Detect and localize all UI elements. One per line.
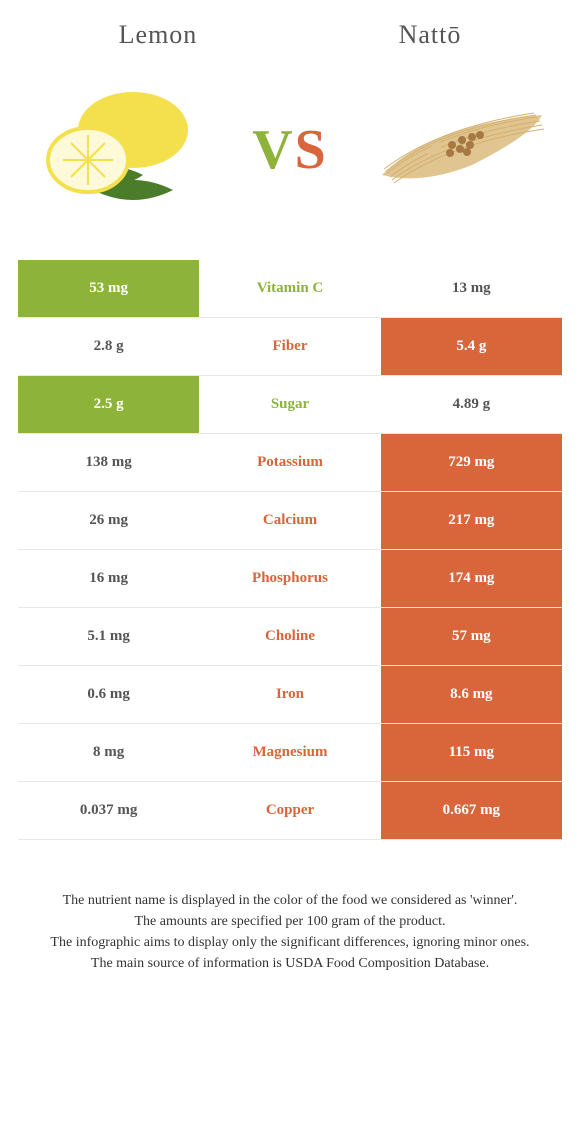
- cell-right-value: 57 mg: [381, 608, 562, 665]
- table-row: 2.5 gSugar4.89 g: [18, 376, 562, 434]
- food-right-title: Nattō: [399, 20, 462, 50]
- table-row: 8 mgMagnesium115 mg: [18, 724, 562, 782]
- cell-left-value: 26 mg: [18, 492, 199, 549]
- table-row: 138 mgPotassium729 mg: [18, 434, 562, 492]
- cell-left-value: 16 mg: [18, 550, 199, 607]
- cell-nutrient-name: Iron: [199, 666, 380, 723]
- cell-nutrient-name: Phosphorus: [199, 550, 380, 607]
- cell-right-value: 5.4 g: [381, 318, 562, 375]
- table-row: 5.1 mgCholine57 mg: [18, 608, 562, 666]
- cell-left-value: 138 mg: [18, 434, 199, 491]
- cell-left-value: 8 mg: [18, 724, 199, 781]
- nutrient-table: 53 mgVitamin C13 mg2.8 gFiber5.4 g2.5 gS…: [18, 260, 562, 840]
- vs-label: VS: [252, 118, 328, 182]
- food-left-title: Lemon: [119, 20, 198, 50]
- table-row: 26 mgCalcium217 mg: [18, 492, 562, 550]
- cell-nutrient-name: Vitamin C: [199, 260, 380, 317]
- footer-line: The main source of information is USDA F…: [28, 953, 552, 974]
- table-row: 2.8 gFiber5.4 g: [18, 318, 562, 376]
- cell-left-value: 53 mg: [18, 260, 199, 317]
- cell-nutrient-name: Fiber: [199, 318, 380, 375]
- cell-right-value: 115 mg: [381, 724, 562, 781]
- cell-right-value: 174 mg: [381, 550, 562, 607]
- header-row: Lemon Nattō: [18, 20, 562, 50]
- cell-nutrient-name: Calcium: [199, 492, 380, 549]
- natto-image: [372, 80, 552, 220]
- cell-right-value: 729 mg: [381, 434, 562, 491]
- cell-right-value: 8.6 mg: [381, 666, 562, 723]
- cell-nutrient-name: Choline: [199, 608, 380, 665]
- table-row: 0.037 mgCopper0.667 mg: [18, 782, 562, 840]
- footer-line: The infographic aims to display only the…: [28, 932, 552, 953]
- cell-nutrient-name: Sugar: [199, 376, 380, 433]
- images-row: VS: [18, 80, 562, 220]
- cell-right-value: 4.89 g: [381, 376, 562, 433]
- cell-right-value: 217 mg: [381, 492, 562, 549]
- footer-line: The nutrient name is displayed in the co…: [28, 890, 552, 911]
- footer-notes: The nutrient name is displayed in the co…: [18, 890, 562, 974]
- cell-left-value: 2.8 g: [18, 318, 199, 375]
- lemon-image: [28, 80, 208, 220]
- cell-right-value: 0.667 mg: [381, 782, 562, 839]
- table-row: 0.6 mgIron8.6 mg: [18, 666, 562, 724]
- table-row: 53 mgVitamin C13 mg: [18, 260, 562, 318]
- cell-left-value: 0.6 mg: [18, 666, 199, 723]
- table-row: 16 mgPhosphorus174 mg: [18, 550, 562, 608]
- vs-v-letter: V: [252, 119, 294, 181]
- cell-nutrient-name: Magnesium: [199, 724, 380, 781]
- cell-right-value: 13 mg: [381, 260, 562, 317]
- cell-nutrient-name: Copper: [199, 782, 380, 839]
- cell-left-value: 0.037 mg: [18, 782, 199, 839]
- footer-line: The amounts are specified per 100 gram o…: [28, 911, 552, 932]
- cell-nutrient-name: Potassium: [199, 434, 380, 491]
- cell-left-value: 2.5 g: [18, 376, 199, 433]
- vs-s-letter: S: [295, 119, 328, 181]
- cell-left-value: 5.1 mg: [18, 608, 199, 665]
